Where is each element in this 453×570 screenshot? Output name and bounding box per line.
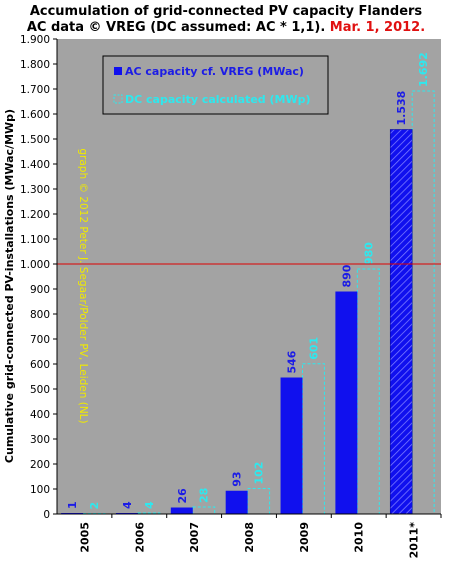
bar-dc <box>301 363 325 515</box>
y-tick-label: 1.400 <box>20 159 50 171</box>
data-label-dc: 28 <box>198 488 211 503</box>
y-tick-label: 400 <box>30 409 50 421</box>
y-tick-label: 0 <box>43 509 50 521</box>
data-label-dc: 2 <box>88 502 101 510</box>
legend-label-dc: DC capacity calculated (MWp) <box>125 93 311 106</box>
data-label-dc: 601 <box>307 337 320 360</box>
data-label-ac: 26 <box>176 488 189 504</box>
data-label-ac: 890 <box>340 264 353 287</box>
legend-label-ac: AC capacity cf. VREG (MWac) <box>125 65 304 78</box>
bar-labels-group: 1 2 4 4 26 28 93 102 546 601 890 980 1.538 1.692 <box>66 52 430 509</box>
x-tick-label: 2010 <box>353 522 366 553</box>
y-tick-label: 1.500 <box>20 134 50 146</box>
y-tick-label: 1.900 <box>20 34 50 46</box>
y-tick-label: 800 <box>30 309 50 321</box>
y-axis: 0 100 200 300 400 500 600 700 800 900 1.000 1.100 1.… <box>20 34 57 521</box>
y-axis-title: Cumulative grid-connected PV-installatio… <box>3 109 16 463</box>
data-label-ac: 1 <box>66 501 79 509</box>
y-tick-label: 300 <box>30 434 50 446</box>
y-tick-label: 1.100 <box>20 234 50 246</box>
data-label-ac: 546 <box>286 350 299 373</box>
y-tick-label: 1.300 <box>20 184 50 196</box>
legend: AC capacity cf. VREG (MWac) DC capacity … <box>102 55 329 115</box>
y-tick-label: 1.200 <box>20 209 50 221</box>
y-tick-label: 700 <box>30 334 50 346</box>
data-label-dc: 4 <box>143 501 156 509</box>
bar-ac <box>280 377 303 514</box>
x-axis: 2005 2006 2007 2008 2009 2010 2011* <box>78 514 442 559</box>
data-label-ac: 4 <box>121 501 134 509</box>
x-tick-label: 2009 <box>298 522 311 553</box>
data-label-ac: 1.538 <box>395 91 408 126</box>
bar-ac <box>225 490 248 514</box>
chart-title-source: AC data © VREG (DC assumed: AC * 1,1). <box>27 20 325 35</box>
y-tick-label: 1.000 <box>20 259 50 271</box>
legend-swatch-ac <box>114 67 122 75</box>
y-tick-label: 900 <box>30 284 50 296</box>
data-label-dc: 102 <box>253 462 266 485</box>
bar-ac <box>335 291 358 514</box>
graph-credit: graph © 2012 Peter J. Segaar/Polder PV, … <box>77 148 89 423</box>
chart-title-line1: Accumulation of grid-connected PV capaci… <box>30 4 423 19</box>
y-tick-label: 100 <box>30 484 50 496</box>
x-tick-label: 2008 <box>243 522 256 553</box>
data-label-dc: 980 <box>362 242 375 265</box>
data-label-dc: 1.692 <box>417 52 430 87</box>
x-tick-label: 2011* <box>408 522 421 559</box>
x-tick-label: 2007 <box>188 522 201 553</box>
y-tick-label: 200 <box>30 459 50 471</box>
y-tick-label: 1.800 <box>20 59 50 71</box>
y-tick-label: 500 <box>30 384 50 396</box>
chart-title-line2: AC data © VREG (DC assumed: AC * 1,1). M… <box>27 20 425 35</box>
y-tick-label: 600 <box>30 359 50 371</box>
bar-ac <box>170 507 193 514</box>
legend-swatch-dc <box>113 94 123 104</box>
legend-box <box>102 55 329 115</box>
x-tick-label: 2005 <box>78 522 91 553</box>
bar-ac <box>389 129 413 515</box>
plot-area <box>57 39 441 514</box>
y-tick-label: 1.600 <box>20 109 50 121</box>
y-tick-label: 1.700 <box>20 84 50 96</box>
x-tick-label: 2006 <box>133 522 146 553</box>
data-label-ac: 93 <box>231 471 244 486</box>
chart-title-date: Mar. 1, 2012. <box>330 20 425 35</box>
bar-dc <box>192 506 216 515</box>
